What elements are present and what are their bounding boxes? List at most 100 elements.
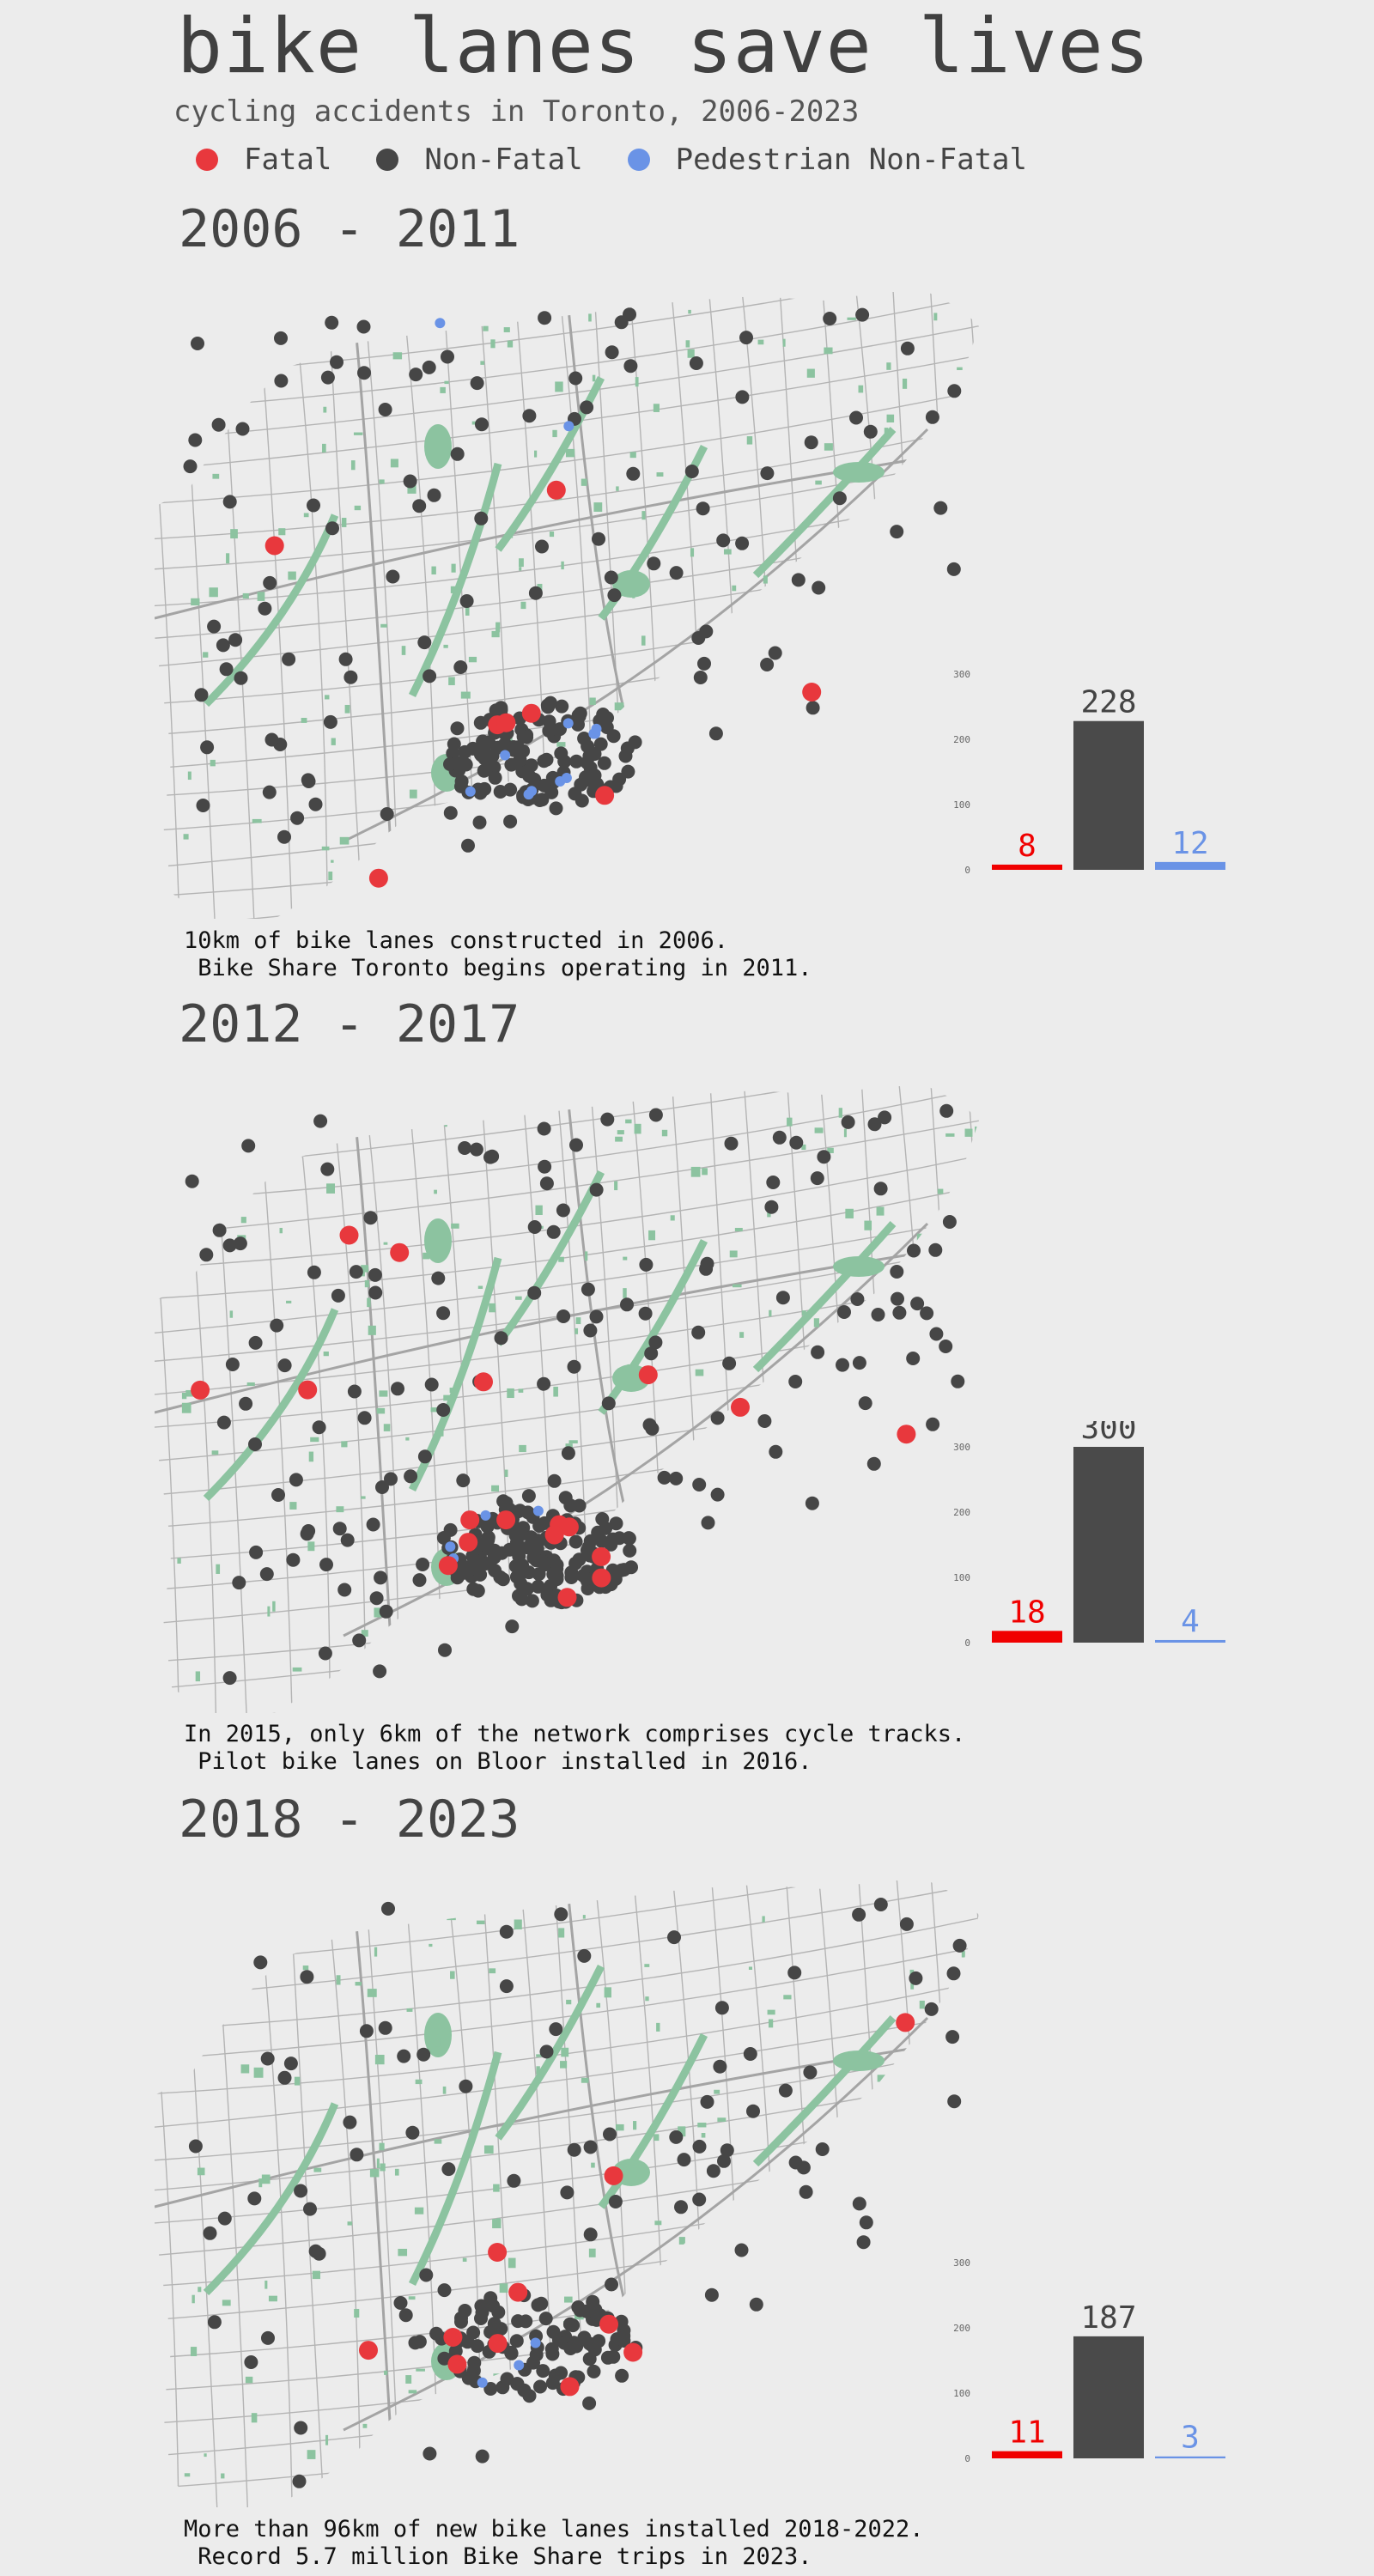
non-fatal-point [262, 785, 277, 799]
legend-item-non-fatal: Non-Fatal [376, 143, 583, 177]
non-fatal-point [609, 1516, 623, 1531]
non-fatal-point [539, 1176, 554, 1191]
non-fatal-point [330, 355, 344, 369]
non-fatal-point [571, 2300, 586, 2314]
pedestrian-point [562, 718, 574, 729]
legend: Fatal Non-Fatal Pedestrian Non-Fatal [196, 143, 1072, 177]
accident-points [188, 1898, 967, 2488]
non-fatal-point [271, 1488, 285, 1502]
non-fatal-point [482, 735, 496, 750]
fatal-point [560, 2377, 580, 2397]
non-fatal-point [891, 1291, 904, 1306]
non-fatal-point [212, 1223, 227, 1237]
non-fatal-point [582, 2352, 597, 2366]
non-fatal-point [563, 2342, 578, 2355]
non-fatal-point [749, 2297, 763, 2312]
non-fatal-point [873, 1182, 888, 1196]
non-fatal-point [437, 2283, 452, 2298]
non-fatal-point [580, 1543, 594, 1558]
fatal-point [339, 1225, 359, 1245]
map-2006-2011 [155, 292, 1056, 919]
fatal-point [731, 1397, 750, 1417]
bar-chart-2012-2017: 0 100 200 300 18 300 4 [953, 1421, 1225, 1649]
non-fatal-point [222, 1671, 237, 1686]
non-fatal-point [674, 2200, 688, 2215]
non-fatal-point [823, 312, 837, 325]
non-fatal-point [788, 2155, 803, 2170]
non-fatal-point [416, 2047, 431, 2062]
non-fatal-point [645, 1421, 660, 1436]
map-2012-2017 [155, 1086, 1056, 1713]
non-fatal-point [746, 2104, 760, 2118]
non-fatal-point [582, 2396, 597, 2410]
fatal-point [488, 2334, 508, 2354]
pedestrian-point [561, 773, 572, 783]
non-fatal-point [567, 1359, 581, 1374]
non-fatal-point [592, 532, 605, 546]
non-fatal-point [554, 746, 568, 761]
non-fatal-point [600, 1112, 615, 1127]
non-fatal-point [405, 2125, 420, 2140]
non-fatal-point [199, 1248, 214, 1262]
non-fatal-point [274, 374, 289, 388]
non-fatal-point [910, 1297, 925, 1311]
non-fatal-point [684, 465, 699, 478]
fatal-point [447, 2354, 467, 2374]
non-fatal-point [429, 2326, 444, 2341]
non-fatal-point [409, 368, 423, 382]
non-fatal-point [583, 1323, 598, 1338]
fatal-point [459, 1533, 478, 1552]
accident-points [185, 1103, 965, 1686]
non-fatal-point [188, 2139, 203, 2154]
period-title-2006-2011: 2006 - 2011 [179, 199, 520, 259]
non-fatal-point [892, 1305, 907, 1320]
fatal-point [443, 2328, 463, 2347]
non-fatal-point [566, 2318, 581, 2333]
non-fatal-point [483, 2382, 498, 2396]
non-fatal-point [577, 1948, 592, 1963]
non-fatal-point [556, 1203, 570, 1218]
non-fatal-point [669, 2129, 684, 2144]
non-fatal-point [520, 730, 534, 744]
non-fatal-point [605, 2277, 618, 2292]
non-fatal-point [373, 1664, 387, 1679]
non-fatal-point [475, 2449, 489, 2464]
legend-label-non-fatal: Non-Fatal [424, 143, 583, 177]
non-fatal-point [513, 1504, 527, 1518]
non-fatal-point [805, 1496, 819, 1510]
non-fatal-point [757, 1414, 772, 1428]
non-fatal-point [436, 1403, 451, 1417]
non-fatal-point [764, 1200, 779, 1214]
non-fatal-point [258, 601, 272, 616]
non-fatal-point [244, 2355, 258, 2369]
y-tick-label: 100 [953, 1572, 970, 1583]
non-fatal-point [549, 2022, 563, 2037]
non-fatal-point [856, 2235, 871, 2250]
non-fatal-point [217, 2211, 232, 2226]
bar-value-label: 8 [1018, 829, 1037, 864]
non-fatal-point [307, 498, 320, 513]
non-fatal-point [841, 1115, 855, 1129]
non-fatal-point [469, 1557, 483, 1571]
pedestrian-dot-icon [627, 149, 650, 171]
y-tick-label: 200 [953, 734, 970, 745]
non-fatal-point [185, 1174, 199, 1188]
non-fatal-point [239, 1396, 253, 1411]
non-fatal-point [520, 1582, 534, 1596]
non-fatal-point [871, 1308, 885, 1321]
non-fatal-point [701, 1516, 715, 1530]
non-fatal-point [775, 1291, 790, 1305]
page-title: bike lanes save lives [177, 2, 1151, 90]
non-fatal-point [505, 1619, 520, 1634]
non-fatal-point [710, 1487, 725, 1502]
non-fatal-point [222, 495, 237, 509]
non-fatal-point [735, 390, 750, 404]
non-fatal-point [232, 1576, 246, 1590]
non-fatal-point [320, 370, 335, 385]
fatal-point [438, 1556, 458, 1576]
non-fatal-point [386, 569, 400, 584]
non-fatal-point [423, 669, 437, 683]
bar-chart-2006-2011: 0 100 200 300 8 228 12 [953, 669, 1225, 876]
non-fatal-point [450, 447, 465, 461]
bar-value-label: 12 [1171, 826, 1208, 861]
